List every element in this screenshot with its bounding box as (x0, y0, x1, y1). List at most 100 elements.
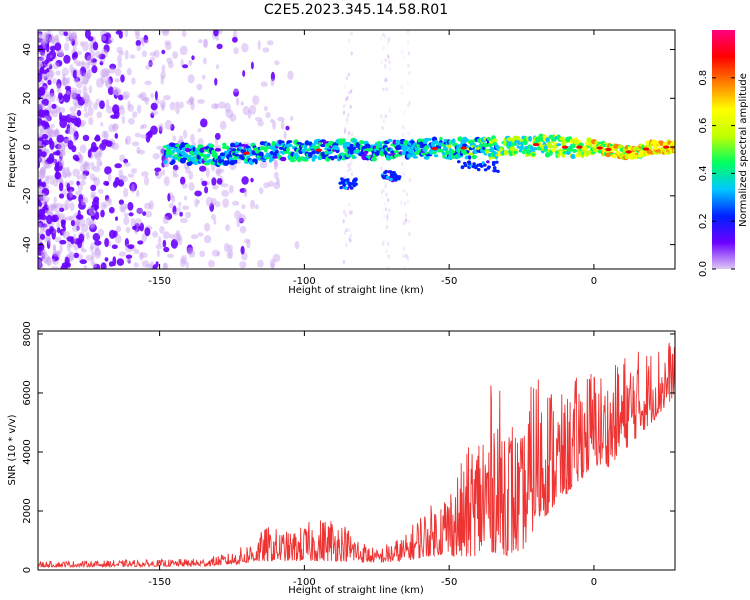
heatmap-cell (39, 167, 47, 177)
heatmap-cell (386, 213, 389, 217)
heatmap-cell (433, 154, 439, 158)
heatmap-cell (189, 96, 195, 105)
heatmap-cell (125, 226, 131, 234)
heatmap-cell (184, 147, 191, 153)
heatmap-cell (59, 239, 67, 245)
heatmap-cell (136, 207, 143, 214)
heatmap-cell (335, 146, 340, 151)
heatmap-cell (471, 154, 477, 160)
heatmap-cell (353, 182, 358, 186)
heatmap-cell (40, 120, 48, 127)
heatmap-cell (347, 163, 350, 168)
heatmap-cell (123, 187, 129, 198)
heatmap-cell (448, 139, 453, 145)
heatmap-cell (70, 87, 78, 95)
heatmap-cell (38, 72, 43, 83)
heatmap-cell (163, 95, 171, 101)
heatmap-cell (52, 78, 58, 84)
heatmap-cell (233, 88, 240, 97)
heatmap-cell (186, 244, 193, 254)
heatmap-cell (406, 153, 412, 159)
heatmap-cell (407, 103, 410, 108)
heatmap-cell (492, 166, 497, 170)
heatmap-cell (141, 50, 147, 58)
heatmap-cell (68, 33, 73, 38)
heatmap-cell (54, 202, 62, 210)
heatmap-cell (350, 87, 353, 92)
heatmap-cell (408, 219, 411, 224)
colorbar-label: Normalized spectral amplitude (738, 73, 749, 227)
heatmap-cell (150, 125, 158, 135)
heatmap-cell (347, 72, 350, 77)
heatmap-cell (51, 266, 60, 269)
heatmap-cell (85, 231, 90, 240)
heatmap-cell (55, 149, 61, 156)
heatmap-cell (41, 133, 49, 140)
heatmap-cell (69, 106, 77, 113)
heatmap-cell (340, 177, 344, 181)
heatmap-cell (528, 135, 533, 142)
heatmap-cell (273, 171, 279, 180)
heatmap-cell (92, 146, 99, 151)
heatmap-cell (384, 114, 387, 119)
heatmap-cell (63, 31, 68, 37)
heatmap-cell (150, 110, 159, 116)
heatmap-cell (400, 200, 403, 205)
y-tick-label: -20 (22, 188, 33, 204)
heatmap-cell (186, 99, 193, 105)
heatmap-cell (214, 148, 222, 152)
heatmap-cell (225, 145, 230, 150)
heatmap-cell (403, 189, 406, 193)
heatmap-cell (100, 74, 106, 85)
heatmap-cell (178, 135, 184, 144)
heatmap-cell (82, 41, 89, 52)
heatmap-cell (86, 55, 94, 64)
heatmap-cell (611, 148, 615, 152)
heatmap-cell (44, 196, 50, 202)
heatmap-cell (44, 175, 50, 181)
heatmap-cell (482, 143, 489, 148)
heatmap-cell (39, 66, 44, 75)
heatmap-cell (142, 211, 147, 216)
heatmap-cell (349, 109, 351, 113)
heatmap-cell (56, 79, 62, 89)
heatmap-cell (290, 116, 294, 121)
heatmap-cell (86, 68, 93, 79)
heatmap-cell (250, 61, 254, 70)
heatmap-cell (347, 228, 350, 232)
heatmap-cell (286, 147, 290, 152)
heatmap-cell (406, 30, 409, 35)
heatmap-cell (172, 164, 179, 171)
heatmap-cell (68, 252, 74, 262)
heatmap-cell (400, 85, 403, 90)
heatmap-cell (252, 95, 260, 106)
heatmap-cell (58, 92, 63, 100)
heatmap-cell (188, 170, 194, 180)
heatmap-cell (145, 132, 151, 143)
heatmap-cell (66, 192, 74, 201)
heatmap-cell (59, 149, 64, 157)
heatmap-cell (179, 217, 188, 224)
heatmap-cell (185, 211, 192, 219)
heatmap-cell (270, 262, 275, 269)
heatmap-cell (124, 49, 129, 60)
heatmap-cell (144, 202, 152, 210)
heatmap-cell (401, 215, 403, 219)
heatmap-panel: -150 -100 -50 0 -40 -20 0 20 40 Height of straig… (7, 29, 676, 296)
heatmap-cell (350, 51, 353, 56)
heatmap-cell (42, 165, 47, 172)
heatmap-cell (197, 99, 205, 104)
heatmap-cell (384, 169, 389, 174)
heatmap-cell (89, 220, 95, 227)
heatmap-cell (43, 256, 48, 265)
heatmap-cell (104, 50, 108, 58)
heatmap-cell (347, 181, 351, 185)
heatmap-cell (108, 67, 116, 74)
heatmap-cell (88, 219, 96, 229)
heatmap-cell (70, 92, 76, 100)
heatmap-cell (144, 97, 149, 105)
heatmap-cell (198, 39, 203, 44)
heatmap-cell (345, 228, 348, 233)
heatmap-cell (49, 37, 55, 43)
heatmap-cell (58, 30, 65, 37)
